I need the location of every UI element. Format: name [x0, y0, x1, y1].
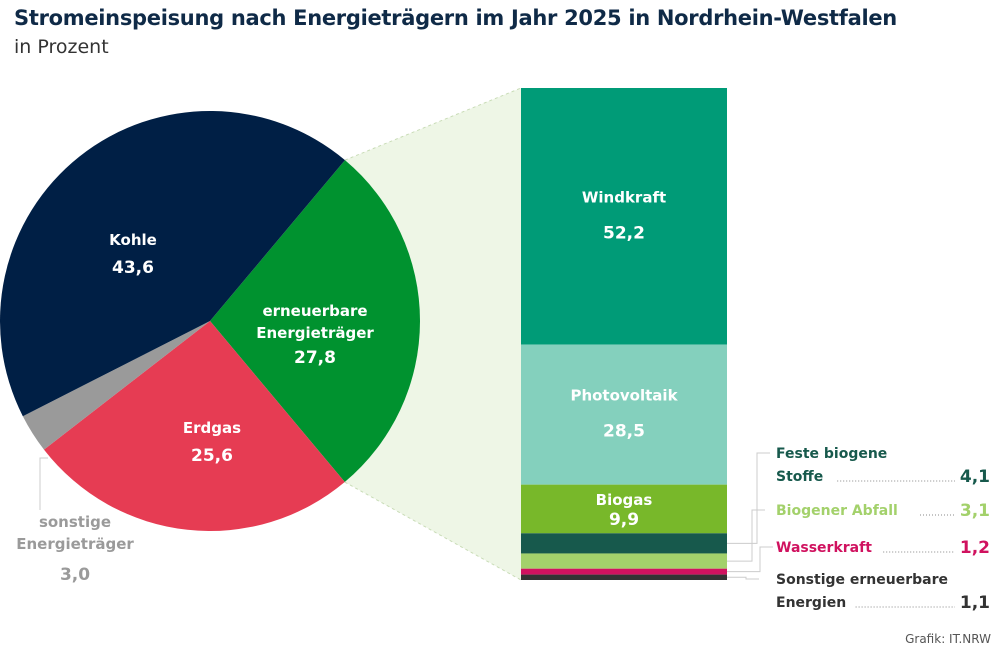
legend-value: 1,2	[960, 538, 990, 558]
pie-value-erdgas: 25,6	[191, 446, 233, 466]
connector-line	[344, 481, 522, 581]
chart-title: Stromeinspeisung nach Energieträgern im …	[14, 6, 897, 30]
bar-segment	[521, 574, 727, 580]
bar-value-photovoltaik: 28,5	[603, 422, 645, 442]
pie-value-kohle: 43,6	[112, 258, 154, 278]
leader-line	[727, 452, 770, 544]
bar-label-biogas: Biogas	[596, 491, 653, 509]
bar-segment	[521, 484, 727, 534]
pie-label-kohle: Kohle	[109, 231, 157, 249]
legend-label: Sonstige erneuerbare	[776, 572, 948, 588]
pie-label-sonstige: Energieträger	[16, 535, 134, 553]
legend-label: Feste biogene	[776, 446, 887, 462]
chart-subtitle: in Prozent	[14, 36, 109, 58]
legend-value: 1,1	[960, 593, 990, 613]
pie-slice	[0, 111, 345, 417]
bar-value-windkraft: 52,2	[603, 223, 645, 243]
legend-value: 3,1	[960, 501, 990, 521]
leader-line	[727, 576, 759, 580]
pie-label-sonstige: sonstige	[39, 513, 111, 531]
bar-segment	[521, 553, 727, 569]
legend-label: Wasserkraft	[776, 540, 872, 556]
bar-label-windkraft: Windkraft	[582, 188, 666, 206]
bar-label-photovoltaik: Photovoltaik	[570, 387, 678, 405]
legend-label: Stoffe	[776, 469, 823, 485]
bar-segment	[521, 568, 727, 575]
pie-label-erdgas: Erdgas	[183, 419, 241, 437]
pie-slice	[22, 321, 211, 450]
leader-line	[727, 509, 765, 562]
legend-label: Biogener Abfall	[776, 503, 898, 519]
bar-segment	[521, 533, 727, 554]
leader-line	[727, 546, 773, 573]
pie-label-erneuerbare: Energieträger	[256, 324, 374, 342]
leader-line	[39, 457, 48, 510]
pie-slice	[43, 321, 345, 532]
bar-segment	[521, 344, 727, 485]
pie-value-sonstige: 3,0	[60, 565, 90, 585]
bar-segment	[521, 88, 727, 345]
credit: Grafik: IT.NRW	[905, 632, 991, 646]
pie-value-erneuerbare: 27,8	[294, 348, 336, 368]
pie-slice	[210, 160, 421, 483]
legend-label: Energien	[776, 595, 846, 611]
legend-value: 4,1	[960, 467, 990, 487]
bar-value-biogas: 9,9	[609, 510, 639, 530]
pie-label-erneuerbare: erneuerbare	[262, 302, 367, 320]
connector-line	[344, 87, 522, 161]
